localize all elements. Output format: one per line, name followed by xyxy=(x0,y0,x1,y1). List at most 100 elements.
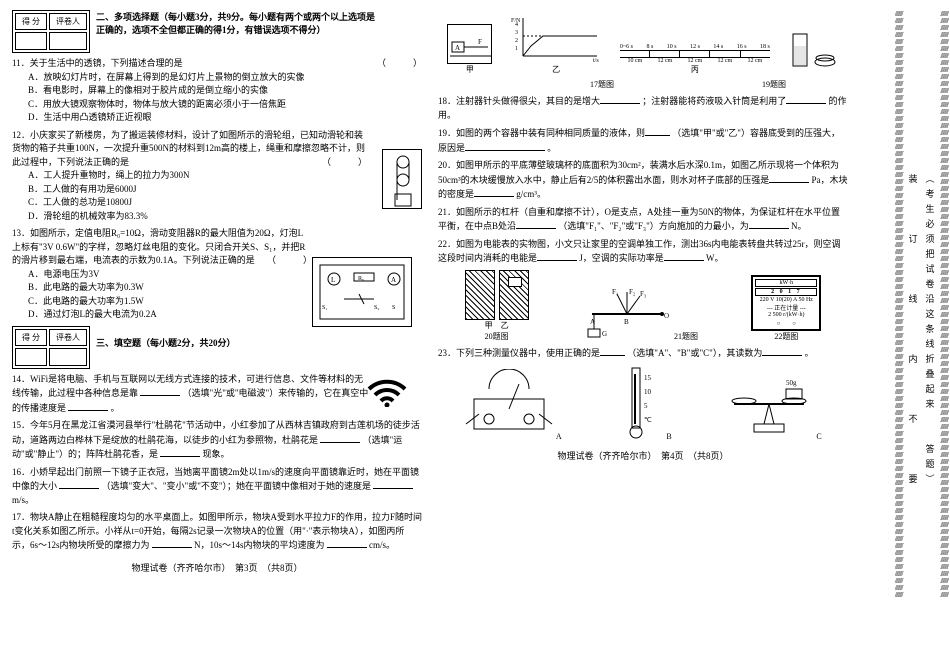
svg-text:F₁: F₁ xyxy=(612,288,618,296)
svg-text:F₂: F₂ xyxy=(629,288,636,296)
fig23-row: A 15 10 5 ℃ B xyxy=(438,364,848,441)
blank xyxy=(160,447,200,457)
binding-text-1: （考生必须把试卷沿这条线折叠起来 答题） xyxy=(923,11,936,651)
q16: 16．小娇早起出门前照一下镜子正衣冠，当她离平面镜2m处以1m/s的速度向平面镜… xyxy=(12,466,422,508)
q13-opt-b: B．此电路的最大功率为0.3W xyxy=(28,281,312,295)
blank xyxy=(140,386,180,396)
answer-paren: （ ） xyxy=(267,254,312,268)
q14-tail2: 。 xyxy=(111,403,120,413)
q11-opt-a: A．放映幻灯片时，在屏幕上得到的是幻灯片上景物的倒立放大的实像 xyxy=(28,71,422,85)
wifi-icon xyxy=(367,375,407,412)
svg-text:G: G xyxy=(602,330,607,338)
fig17-row: AF 甲 F/N 4 3 2 1 t/s xyxy=(438,14,848,75)
q22: 22．如图为电能表的实物图，小文只让家里的空调单独工作，测出36s内电能表转盘共… xyxy=(438,238,848,266)
footer-left: 物理试卷（齐齐哈尔市） 第3页 （共8页） xyxy=(12,561,422,574)
svg-text:L: L xyxy=(331,276,335,284)
grader-header: 评卷人 xyxy=(49,329,87,346)
svg-text:R₀: R₀ xyxy=(358,276,364,282)
q16-tail2: m/s。 xyxy=(12,495,34,505)
svg-text:2: 2 xyxy=(515,38,518,44)
svg-text:℃: ℃ xyxy=(644,416,652,424)
svg-text:3: 3 xyxy=(515,30,518,36)
blank xyxy=(373,479,413,489)
svg-text:B: B xyxy=(624,318,629,326)
fig23-b: 15 10 5 ℃ B xyxy=(614,364,671,441)
svg-text:A: A xyxy=(391,276,396,284)
svg-text:t/s: t/s xyxy=(593,58,599,64)
section3-title: 三、填空题（每小题2分，共20分） xyxy=(96,326,376,349)
blank xyxy=(152,538,192,548)
q17-tail: N，10s～14s内物块的平均速度为 xyxy=(194,540,325,550)
svg-text:S: S xyxy=(392,305,395,311)
fig17-jia: AF 甲 xyxy=(447,24,492,75)
q13-opt-d: D．通过灯泡L的最大电流为0.2A xyxy=(28,308,312,322)
blank xyxy=(327,538,367,548)
q12-opt-c: C．工人做的总功是10800J xyxy=(28,196,367,210)
q11-opt-c: C．用放大镜观察物体时，物体与放大镜的距离必须小于一倍焦距 xyxy=(28,98,422,112)
q15: 15．今年5月在黑龙江省漠河县举行"杜鹃花"节活动中，小红参加了从西林吉镇政府到… xyxy=(12,419,422,462)
fig17-bing: 0~6 s8 s10 s12 s14 s16 s18 s 10 cm12 cm1… xyxy=(620,44,770,75)
q21: 21．如图所示的杠杆（自重和摩擦不计），O是支点，A处挂一重为50N的物体，为保… xyxy=(438,206,848,234)
pulley-diagram xyxy=(382,149,422,209)
svg-text:S₁: S₁ xyxy=(322,305,327,311)
score-header: 得 分 xyxy=(15,13,47,30)
q13-opt-a: A．电源电压为3V xyxy=(28,268,312,282)
fig23-c: 50g C xyxy=(724,369,821,441)
exam-page: 得 分 评卷人 二、多项选择题（每小题3分，共9分。每小题有两个或两个以上选项是… xyxy=(0,0,860,662)
q12: 12．小庆家买了新楼房，为了搬运装修材料，设计了如图所示的滑轮组，已知动滑轮和装… xyxy=(12,129,422,224)
svg-text:F₃: F₃ xyxy=(640,290,647,298)
fig17-19-captions: 17题图 19题图 xyxy=(438,79,848,90)
q12-stem: 12．小庆家买了新楼房，为了搬运装修材料，设计了如图所示的滑轮组，已知动滑轮和装… xyxy=(12,130,365,167)
fig19 xyxy=(789,28,839,75)
svg-text:50g: 50g xyxy=(786,379,797,387)
score-box-2: 得 分 评卷人 xyxy=(12,10,90,53)
q13: 13．如图所示，定值电阻R₀=10Ω，滑动变阻器R的最大阻值为20Ω，灯泡L上标… xyxy=(12,227,422,322)
q13-stem: 13．如图所示，定值电阻R₀=10Ω，滑动变阻器R的最大阻值为20Ω，灯泡L上标… xyxy=(12,228,305,265)
q13-opt-c: C．此电路的最大功率为1.5W xyxy=(28,295,312,309)
q18: 18．注射器针头做得很尖，其目的是增大 ；注射器能将药液吸入针筒是利用了 的作用… xyxy=(438,94,848,122)
svg-text:F: F xyxy=(478,38,482,46)
svg-text:10: 10 xyxy=(644,388,652,396)
phenomenon-label: 现象。 xyxy=(203,449,230,459)
svg-text:1: 1 xyxy=(515,46,518,52)
svg-text:S₂: S₂ xyxy=(374,305,379,311)
svg-text:15: 15 xyxy=(644,374,652,382)
blank xyxy=(68,401,108,411)
svg-text:5: 5 xyxy=(644,402,648,410)
answer-paren: （ ） xyxy=(377,57,422,71)
q11: 11．关于生活中的透镜，下列描述合理的是 （ ） A．放映幻灯片时，在屏幕上得到… xyxy=(12,57,422,125)
q23: 23．下列三种测量仪器中，使用正确的是 （选填"A"、"B"或"C"），其读数为… xyxy=(438,346,848,361)
circuit-diagram-q13: L R₀ S₁ S₂ S A xyxy=(312,257,412,327)
q12-opt-b: B．工人做的有用功是6000J xyxy=(28,183,367,197)
q14: 14．WiFi是将电脑、手机与互联网以无线方式连接的技术，可进行信息、文件等材料… xyxy=(12,373,422,416)
score-box-3: 得 分 评卷人 xyxy=(12,326,90,369)
score-header: 得 分 xyxy=(15,329,47,346)
blank xyxy=(320,433,360,443)
answer-paren: （ ） xyxy=(322,156,367,170)
svg-text:O: O xyxy=(664,312,669,320)
fig21: O F₁ F₂ F₃ B A G 21题图 xyxy=(582,284,698,342)
q11-opt-b: B．看电影时，屏幕上的像相对于胶片成的是倒立缩小的实像 xyxy=(28,84,422,98)
q11-opt-d: D．生活中用凸透镜矫正近视眼 xyxy=(28,111,422,125)
q11-stem: 11．关于生活中的透镜，下列描述合理的是 xyxy=(12,58,183,68)
blank xyxy=(59,479,99,489)
footer-right: 物理试卷（齐齐哈尔市） 第4页 （共8页） xyxy=(438,449,848,462)
q16-tail: （选填"变大"、"变小"或"不变"）；她在平面镜中像相对于她的速度是 xyxy=(102,481,372,491)
q12-opt-d: D．滑轮组的机械效率为83.3% xyxy=(28,210,367,224)
svg-text:A: A xyxy=(455,44,460,52)
fig20: 甲 乙 20题图 xyxy=(465,270,529,342)
section3-header: 得 分 评卷人 三、填空题（每小题2分，共20分） xyxy=(12,326,422,369)
q12-opt-a: A．工人提升重物时，绳上的拉力为300N xyxy=(28,169,367,183)
q17-tail2: cm/s。 xyxy=(369,540,395,550)
binding-text-2: 装 订 线 内 不 要 xyxy=(906,11,919,651)
right-column: AF 甲 F/N 4 3 2 1 t/s xyxy=(430,10,856,652)
fig22: kW·h 2 0 1 7 220 V 10(20) A 50 Hz --- 正在… xyxy=(751,275,821,342)
section2-header: 得 分 评卷人 二、多项选择题（每小题3分，共9分。每小题有两个或两个以上选项是… xyxy=(12,10,422,53)
fig20-22-row: 甲 乙 20题图 O F₁ F₂ F₃ B A G 21题图 xyxy=(438,270,848,342)
fig17-yi: F/N 4 3 2 1 t/s 乙 xyxy=(511,14,601,75)
q19: 19．如图的两个容器中装有同种相同质量的液体，则 （选填"甲"或"乙"）容器底受… xyxy=(438,126,848,155)
q17: 17．物块A静止在粗糙程度均匀的水平桌面上。如图甲所示，物块A受到水平拉力F的作… xyxy=(12,511,422,553)
q20: 20．如图甲所示的平底薄壁玻璃杯的底面积为30cm²，装满水后水深0.1m，如图… xyxy=(438,159,848,202)
left-column: 得 分 评卷人 二、多项选择题（每小题3分，共9分。每小题有两个或两个以上选项是… xyxy=(4,10,430,652)
grader-header: 评卷人 xyxy=(49,13,87,30)
